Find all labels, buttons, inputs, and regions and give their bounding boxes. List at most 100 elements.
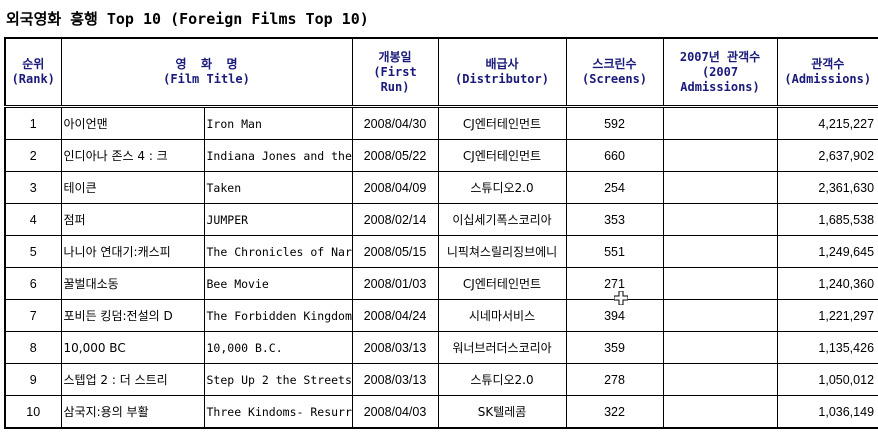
table-row: 7 포비든 킹덤:전설의 D The Forbidden Kingdom 2008/0… <box>4 299 878 332</box>
english-title-cell: Taken <box>203 171 353 204</box>
page-title: 외국영화 흥행 Top 10 (Foreign Films Top 10) <box>6 10 369 28</box>
screens-cell: 278 <box>565 363 664 396</box>
english-title-cell: 10,000 B.C. <box>203 331 353 364</box>
distributor-cell: 스튜디오2.0 <box>437 171 567 204</box>
korean-title-cell: 나니아 연대기:캐스피 <box>60 235 205 268</box>
distributor-cell: CJ엔터테인먼트 <box>437 267 567 300</box>
english-title-cell: Indiana Jones and the <box>203 139 353 172</box>
english-title-cell: JUMPER <box>203 203 353 236</box>
rank-header: 순위 (Rank) <box>4 37 62 108</box>
first-run-cell: 2008/04/24 <box>351 299 439 332</box>
screens-cell: 660 <box>565 139 664 172</box>
admissions-2007-cell <box>662 235 778 268</box>
rank-cell: 4 <box>4 203 62 236</box>
admissions-cell: 1,221,297 <box>776 299 878 332</box>
distributor-cell: 워너브러더스코리아 <box>437 331 567 364</box>
korean-title-cell: 스텝업 2 : 더 스트리 <box>60 363 205 396</box>
admissions-cell: 1,050,012 <box>776 363 878 396</box>
table-row: 3 테이큰 Taken 2008/04/09 스튜디오2.0 254 2,361,630 <box>4 171 878 204</box>
english-title-cell: The Forbidden Kingdom <box>203 299 353 332</box>
admissions-cell: 1,240,360 <box>776 267 878 300</box>
admissions-2007-cell <box>662 267 778 300</box>
admissions-cell: 1,135,426 <box>776 331 878 364</box>
english-title-cell: Iron Man <box>203 106 353 140</box>
first-run-cell: 2008/04/09 <box>351 171 439 204</box>
admissions-header: 관객수 (Admissions) <box>776 37 878 108</box>
first-run-cell: 2008/05/22 <box>351 139 439 172</box>
cross-cursor-icon <box>614 291 628 305</box>
korean-title-cell: 인디아나 존스 4 : 크 <box>60 139 205 172</box>
korean-title-cell: 10,000 BC <box>60 331 205 364</box>
first-run-cell: 2008/03/13 <box>351 331 439 364</box>
rank-cell: 10 <box>4 395 62 429</box>
english-title-cell: Step Up 2 the Streets <box>203 363 353 396</box>
korean-title-cell: 삼국지:용의 부활 <box>60 395 205 429</box>
rank-cell: 5 <box>4 235 62 268</box>
korean-title-cell: 테이큰 <box>60 171 205 204</box>
first-run-cell: 2008/01/03 <box>351 267 439 300</box>
screens-cell: 353 <box>565 203 664 236</box>
table-row: 10 삼국지:용의 부활 Three Kindoms- Resurr 2008/04/… <box>4 395 878 429</box>
table-row: 4 점퍼 JUMPER 2008/02/14 이십세기폭스코리아 353 1,685,538 <box>4 203 878 236</box>
admissions-cell: 2,361,630 <box>776 171 878 204</box>
header-row: 순위 (Rank) 영 화 명 (Film Title) 개봉일 (First Run)… <box>4 37 878 108</box>
first-run-cell: 2008/04/03 <box>351 395 439 429</box>
korean-title-cell: 아이언맨 <box>60 106 205 140</box>
screens-cell: 254 <box>565 171 664 204</box>
distributor-cell: 스튜디오2.0 <box>437 363 567 396</box>
distributor-cell: CJ엔터테인먼트 <box>437 139 567 172</box>
distributor-cell: SK텔레콤 <box>437 395 567 429</box>
rank-cell: 1 <box>4 106 62 140</box>
screens-cell: 359 <box>565 331 664 364</box>
distributor-cell: 니픽쳐스릴리징브에니 <box>437 235 567 268</box>
english-title-cell: Bee Movie <box>203 267 353 300</box>
admissions-2007-cell <box>662 171 778 204</box>
table-row: 9 스텝업 2 : 더 스트리 Step Up 2 the Streets 2008/… <box>4 363 878 396</box>
admissions-2007-cell <box>662 299 778 332</box>
rank-cell: 9 <box>4 363 62 396</box>
admissions-2007-cell <box>662 331 778 364</box>
rank-cell: 7 <box>4 299 62 332</box>
korean-title-cell: 점퍼 <box>60 203 205 236</box>
admissions-cell: 1,685,538 <box>776 203 878 236</box>
screens-cell: 592 <box>565 106 664 140</box>
film-title-header: 영 화 명 (Film Title) <box>60 37 353 108</box>
admissions-2007-header: 2007년 관객수 (2007 Admissions) <box>662 37 778 108</box>
rank-cell: 6 <box>4 267 62 300</box>
table-row: 1 아이언맨 Iron Man 2008/04/30 CJ엔터테인먼트 592 4,215,… <box>4 106 878 140</box>
admissions-2007-cell <box>662 106 778 140</box>
rank-cell: 8 <box>4 331 62 364</box>
distributor-cell: CJ엔터테인먼트 <box>437 106 567 140</box>
admissions-cell: 4,215,227 <box>776 106 878 140</box>
box-office-table: 순위 (Rank) 영 화 명 (Film Title) 개봉일 (First Run)… <box>4 37 878 429</box>
table-row: 2 인디아나 존스 4 : 크 Indiana Jones and the 2008/… <box>4 139 878 172</box>
distributor-cell: 이십세기폭스코리아 <box>437 203 567 236</box>
screens-header: 스크린수 (Screens) <box>565 37 664 108</box>
korean-title-cell: 꿀벌대소동 <box>60 267 205 300</box>
first-run-cell: 2008/05/15 <box>351 235 439 268</box>
distributor-header: 배급사 (Distributor) <box>437 37 567 108</box>
korean-title-cell: 포비든 킹덤:전설의 D <box>60 299 205 332</box>
admissions-2007-cell <box>662 395 778 429</box>
admissions-cell: 1,036,149 <box>776 395 878 429</box>
admissions-2007-cell <box>662 363 778 396</box>
first-run-cell: 2008/02/14 <box>351 203 439 236</box>
table-row: 5 나니아 연대기:캐스피 The Chronicles of Nar 2008/05… <box>4 235 878 268</box>
english-title-cell: The Chronicles of Nar <box>203 235 353 268</box>
table-row: 8 10,000 BC 10,000 B.C. 2008/03/13 워너브러더스코리아… <box>4 331 878 364</box>
screens-cell: 551 <box>565 235 664 268</box>
admissions-2007-cell <box>662 203 778 236</box>
table-row: 6 꿀벌대소동 Bee Movie 2008/01/03 CJ엔터테인먼트 271 1,24… <box>4 267 878 300</box>
screens-cell: 271 <box>565 267 664 300</box>
first-run-cell: 2008/04/30 <box>351 106 439 140</box>
admissions-2007-cell <box>662 139 778 172</box>
rank-cell: 2 <box>4 139 62 172</box>
first-run-cell: 2008/03/13 <box>351 363 439 396</box>
admissions-cell: 2,637,902 <box>776 139 878 172</box>
rank-cell: 3 <box>4 171 62 204</box>
screens-cell: 322 <box>565 395 664 429</box>
first-run-header: 개봉일 (First Run) <box>351 37 439 108</box>
admissions-cell: 1,249,645 <box>776 235 878 268</box>
english-title-cell: Three Kindoms- Resurr <box>203 395 353 429</box>
distributor-cell: 시네마서비스 <box>437 299 567 332</box>
